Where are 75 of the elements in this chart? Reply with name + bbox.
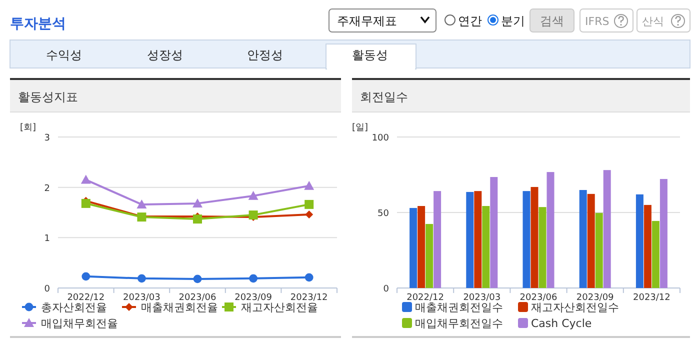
bar	[652, 220, 660, 288]
x-tick-label: 2022/12	[406, 293, 444, 303]
point	[193, 274, 202, 284]
y-tick-label: 0	[383, 284, 390, 294]
y-tick-label: 3	[44, 134, 50, 144]
point	[81, 198, 90, 208]
legend-label: 매출채권회전율	[141, 301, 218, 314]
chart-title: 회전일수	[360, 90, 408, 104]
legend-label: 매입채무회전일수	[415, 317, 503, 330]
y-tick-label: 2	[44, 184, 50, 194]
point	[138, 274, 146, 283]
point	[249, 274, 258, 283]
legend-label: 매입채무회전율	[41, 317, 118, 330]
bar	[595, 212, 603, 288]
y-tick-label: 50	[378, 209, 390, 219]
bar	[426, 224, 434, 288]
point	[305, 210, 314, 219]
bar	[434, 191, 442, 288]
legend-label: 매출채권회전일수	[415, 301, 503, 314]
point	[192, 198, 202, 208]
bar	[636, 194, 644, 288]
point	[80, 174, 91, 184]
text: 수익성	[46, 48, 82, 62]
point	[136, 199, 147, 208]
legend-label: 재고자산회전율	[241, 301, 318, 314]
bar	[466, 192, 474, 288]
legend-label: 재고자산회전일수	[531, 301, 619, 314]
chart-title: 활동성지표	[18, 90, 78, 104]
bar	[644, 204, 652, 288]
bar	[474, 191, 482, 288]
text: 연간	[458, 14, 482, 28]
text: IFRS	[585, 15, 610, 28]
text: 활동성	[352, 48, 388, 62]
x-tick-label: 2023/06	[520, 293, 558, 303]
point	[304, 180, 314, 190]
text: 분기	[501, 14, 525, 28]
legend-label: Cash Cycle	[531, 317, 592, 330]
x-tick-label: 2023/06	[178, 293, 216, 303]
point	[304, 273, 314, 282]
y-axis-title: [일]	[352, 123, 368, 133]
bar	[660, 178, 668, 288]
bar	[490, 177, 498, 288]
bar	[522, 191, 530, 288]
y-tick-label: 0	[44, 284, 50, 294]
x-tick-label: 2023/12	[633, 293, 670, 303]
bar	[603, 170, 611, 288]
y-tick-label: 100	[372, 134, 390, 144]
x-tick-label: 2023/12	[290, 293, 328, 303]
bar	[482, 206, 490, 288]
bar	[546, 172, 554, 288]
x-tick-label: 2023/03	[463, 293, 501, 303]
bar	[418, 206, 426, 288]
x-tick-label: 2023/09	[234, 293, 272, 303]
point	[304, 200, 314, 209]
y-axis-title: [회]	[20, 123, 36, 133]
bar	[587, 194, 595, 288]
y-tick-label: 1	[44, 234, 50, 244]
text: 성장성	[147, 48, 183, 62]
bar	[579, 190, 587, 288]
point	[193, 214, 202, 224]
point	[248, 190, 258, 200]
bar	[410, 208, 418, 288]
bar	[530, 186, 538, 288]
text: 주재무제표	[337, 14, 397, 28]
point	[82, 272, 90, 281]
legend-label: 총자산회전율	[41, 301, 107, 314]
text: 투자분석	[10, 16, 66, 32]
point	[248, 210, 258, 220]
text: 산식	[642, 15, 664, 28]
x-tick-label: 2023/03	[123, 293, 160, 303]
text: 검색	[540, 14, 564, 28]
x-tick-label: 2023/09	[576, 293, 614, 303]
x-tick-label: 2022/12	[67, 293, 105, 303]
bar	[538, 207, 546, 288]
text: 안정성	[247, 48, 283, 62]
